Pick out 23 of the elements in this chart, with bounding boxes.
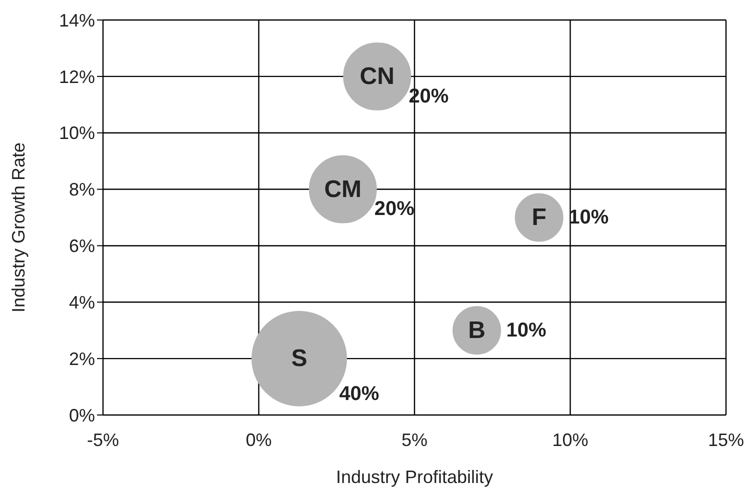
y-tick-label: 14%: [58, 10, 95, 30]
y-tick-label: 4%: [68, 292, 95, 313]
y-tick-label: 12%: [58, 66, 95, 87]
annotation: 10%: [506, 319, 547, 342]
y-tick-label: 0%: [68, 405, 95, 426]
x-axis-title: Industry Profitability: [336, 467, 494, 487]
y-tick-label: 8%: [68, 180, 95, 200]
x-tick-label: 10%: [552, 430, 588, 450]
annotation: 40%: [339, 382, 380, 405]
x-tick-label: 15%: [708, 430, 744, 450]
x-tick-label: 5%: [401, 430, 428, 450]
series-label: S: [291, 345, 308, 372]
series-label: CN: [360, 62, 394, 90]
series-label: CM: [324, 176, 362, 203]
series-label: B: [468, 316, 486, 344]
x-tick-label: 0%: [246, 430, 272, 450]
y-tick-label: 6%: [68, 236, 95, 256]
y-axis-title: Industry Growth Rate: [8, 142, 28, 312]
y-tick-label: 2%: [68, 348, 95, 369]
x-tick-label: -5%: [86, 430, 120, 450]
series-label: F: [532, 204, 546, 231]
annotation: 20%: [374, 198, 415, 220]
y-tick-label: 10%: [58, 123, 95, 144]
